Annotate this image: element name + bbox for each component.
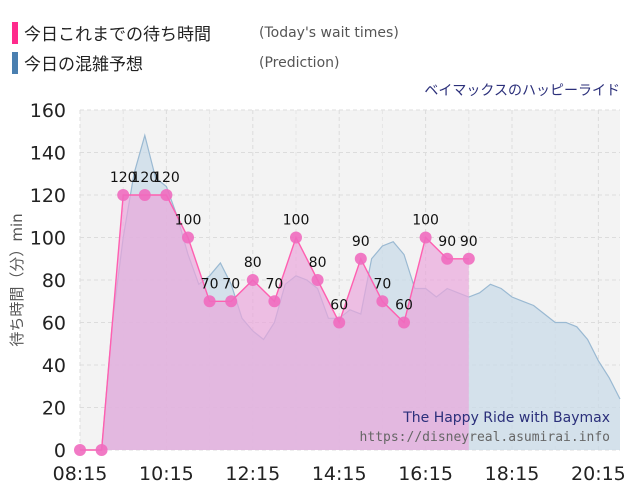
data-point <box>160 189 173 201</box>
data-label: 80 <box>244 255 262 271</box>
legend-today: 今日これまでの待ち時間 (Today's wait times) <box>12 20 399 45</box>
data-label: 100 <box>175 213 202 229</box>
data-point <box>182 231 194 244</box>
data-point <box>333 316 346 329</box>
data-label: 100 <box>412 213 439 229</box>
data-label: 120 <box>110 170 137 186</box>
data-label: 90 <box>352 234 370 250</box>
watermark-url: https://disneyreal.asumirai.info <box>360 430 610 445</box>
x-tick-label: 14:15 <box>312 463 367 485</box>
y-tick-label: 60 <box>42 313 66 335</box>
y-tick-label: 0 <box>54 440 66 462</box>
data-label: 70 <box>373 276 391 292</box>
data-point <box>117 189 130 201</box>
data-point <box>354 252 367 265</box>
y-tick-label: 120 <box>30 185 66 207</box>
data-label: 90 <box>438 234 456 250</box>
data-point <box>311 274 324 286</box>
legend-prediction-swatch <box>12 51 18 74</box>
legend-prediction: 今日の混雑予想 (Prediction) <box>12 50 339 75</box>
today-area <box>80 195 469 450</box>
x-tick-label: 08:15 <box>53 463 108 485</box>
data-point <box>95 444 108 456</box>
data-point <box>268 295 281 308</box>
data-point <box>225 295 238 308</box>
data-point <box>419 231 432 244</box>
data-label: 70 <box>222 276 240 292</box>
y-tick-label: 140 <box>30 143 66 165</box>
data-point <box>376 295 389 308</box>
x-tick-label: 10:15 <box>139 463 194 485</box>
data-point <box>462 252 475 265</box>
data-label: 100 <box>283 213 310 229</box>
chart-subtitle: ベイマックスのハッピーライド <box>424 83 620 99</box>
legend-today-label: 今日これまでの待ち時間 <box>24 25 211 45</box>
watermark-title: The Happy Ride with Baymax <box>402 410 610 426</box>
data-point <box>441 252 454 265</box>
data-label: 120 <box>153 170 180 186</box>
data-label: 60 <box>395 298 413 314</box>
y-tick-label: 40 <box>42 355 66 377</box>
data-label: 70 <box>201 276 219 292</box>
y-axis-label: 待ち時間（分）min <box>8 213 26 346</box>
legend-today-swatch <box>12 21 18 44</box>
y-tick-label: 160 <box>30 100 66 122</box>
data-point <box>398 316 410 329</box>
data-point <box>246 274 259 286</box>
data-point <box>290 231 302 244</box>
x-tick-label: 18:15 <box>485 463 540 485</box>
legend-prediction-label: 今日の混雑予想 <box>24 55 143 75</box>
x-tick-label: 12:15 <box>225 463 280 485</box>
data-label: 90 <box>460 234 478 250</box>
data-point <box>203 295 216 308</box>
data-point <box>138 189 151 201</box>
data-label: 60 <box>330 298 348 314</box>
y-tick-label: 20 <box>42 398 66 420</box>
legend-today-sublabel: (Today's wait times) <box>259 24 399 41</box>
legend-prediction-sublabel: (Prediction) <box>259 54 340 71</box>
y-tick-label: 80 <box>42 270 66 292</box>
y-tick-label: 100 <box>30 228 66 250</box>
data-point <box>74 444 86 456</box>
x-tick-label: 16:15 <box>398 463 453 485</box>
data-label: 120 <box>131 170 158 186</box>
data-label: 70 <box>265 276 283 292</box>
data-label: 80 <box>309 255 327 271</box>
x-tick-label: 20:15 <box>571 463 626 485</box>
